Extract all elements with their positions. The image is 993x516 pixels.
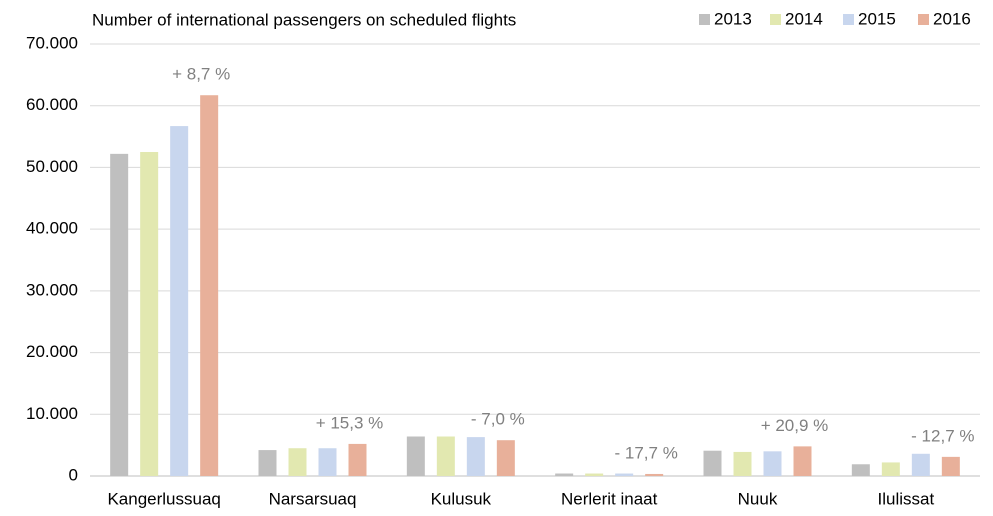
annotation: - 17,7 % — [615, 443, 678, 462]
legend-swatch — [918, 14, 929, 25]
y-tick-label: 20.000 — [26, 342, 78, 361]
legend-swatch — [770, 14, 781, 25]
legend-swatch — [699, 14, 710, 25]
bar — [941, 456, 960, 476]
bar — [763, 451, 782, 476]
y-tick-label: 30.000 — [26, 280, 78, 299]
y-tick-label: 70.000 — [26, 33, 78, 52]
bar — [851, 464, 870, 476]
annotation: + 15,3 % — [316, 413, 384, 432]
y-tick-label: 40.000 — [26, 219, 78, 238]
annotation: + 20,9 % — [761, 416, 829, 435]
annotation: - 12,7 % — [911, 426, 974, 445]
bar — [288, 448, 307, 476]
bar — [406, 436, 425, 476]
y-tick-label: 0 — [69, 465, 78, 484]
annotation: + 8,7 % — [172, 65, 230, 84]
bar — [496, 440, 515, 476]
bar — [645, 473, 664, 476]
chart-title: Number of international passengers on sc… — [92, 10, 516, 29]
legend-swatch — [843, 14, 854, 25]
legend-label: 2015 — [858, 9, 896, 28]
legend-label: 2014 — [785, 9, 823, 28]
bar — [140, 152, 159, 476]
x-tick-label: Kangerlussuaq — [107, 489, 220, 508]
x-tick-label: Narsarsuaq — [269, 489, 357, 508]
bar — [585, 473, 604, 476]
y-tick-label: 50.000 — [26, 157, 78, 176]
bar — [170, 126, 189, 476]
bar — [200, 95, 219, 477]
x-tick-label: Kulusuk — [431, 489, 492, 508]
bar — [793, 446, 812, 476]
bar — [881, 462, 900, 476]
bar — [348, 443, 367, 476]
bar — [615, 473, 634, 476]
legend-label: 2016 — [933, 9, 971, 28]
bar — [318, 448, 337, 476]
x-tick-label: Nuuk — [738, 489, 778, 508]
y-tick-label: 60.000 — [26, 95, 78, 114]
annotation: - 7,0 % — [471, 410, 525, 429]
bar — [703, 450, 722, 476]
bar — [258, 450, 277, 476]
bar — [555, 473, 574, 476]
bar — [466, 437, 485, 476]
bar — [733, 451, 752, 476]
bar — [911, 453, 930, 476]
x-tick-label: Ilulissat — [877, 489, 934, 508]
bar — [436, 436, 455, 476]
legend-label: 2013 — [714, 9, 752, 28]
x-tick-label: Nerlerit inaat — [561, 489, 658, 508]
y-tick-label: 10.000 — [26, 404, 78, 423]
bar — [110, 153, 129, 476]
